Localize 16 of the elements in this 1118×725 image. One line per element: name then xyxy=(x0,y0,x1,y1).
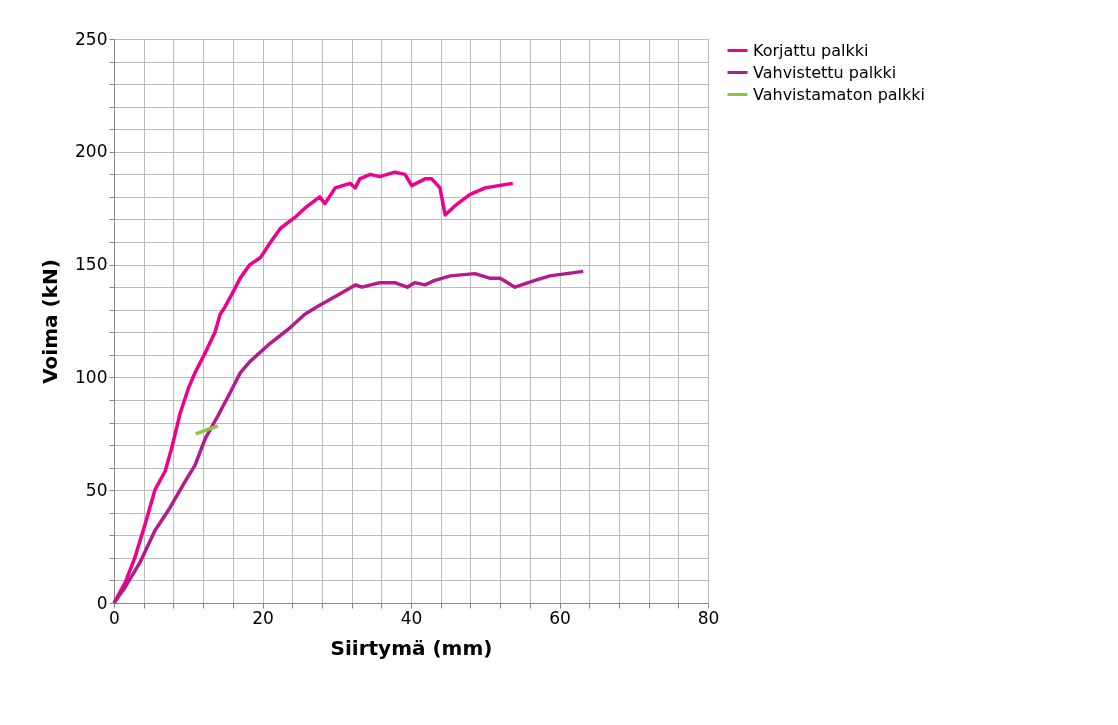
y-tick-label: 0 xyxy=(96,592,108,613)
y-tick-label: 250 xyxy=(75,28,108,49)
legend-label: Vahvistamaton palkki xyxy=(753,84,926,104)
x-tick-label: 60 xyxy=(549,607,571,628)
line-series xyxy=(112,269,586,605)
y-tick-label: 200 xyxy=(75,141,108,162)
legend-label: Vahvistettu palkki xyxy=(753,62,897,82)
y-tick-label: 50 xyxy=(85,479,108,500)
x-tick-label: 20 xyxy=(252,607,274,628)
y-axis-title: Voima (kN) xyxy=(38,259,63,384)
y-tick-label: 150 xyxy=(75,254,108,275)
x-tick-label: 80 xyxy=(697,607,720,628)
legend-label: Korjattu palkki xyxy=(753,40,869,60)
x-tick-label: 40 xyxy=(400,607,423,628)
y-tick-label: 100 xyxy=(75,366,108,387)
x-axis-title: Siirtymä (mm) xyxy=(330,635,493,660)
